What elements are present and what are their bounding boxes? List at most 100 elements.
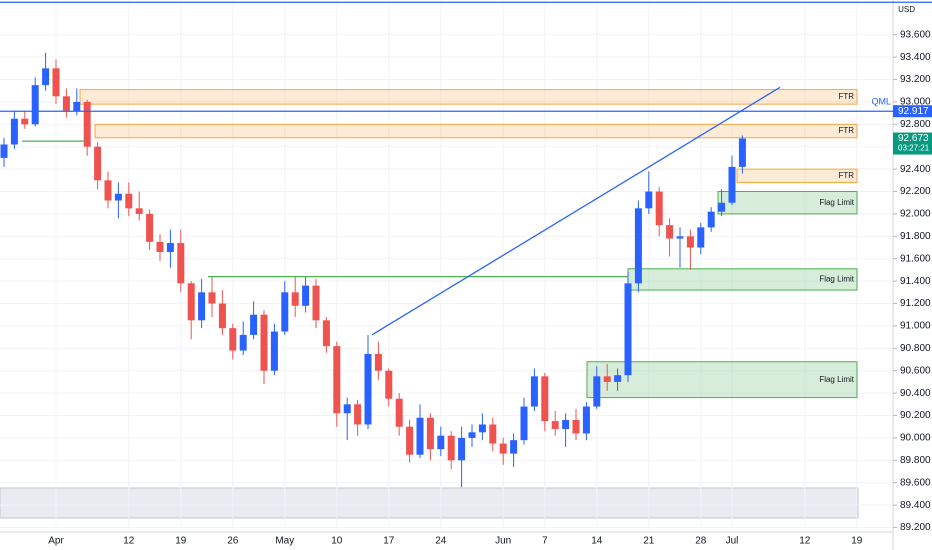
zone-label: Flag Limit xyxy=(819,375,854,384)
y-tick-label: 93.600 xyxy=(900,29,931,40)
candle-body xyxy=(385,370,393,399)
candle-body xyxy=(603,376,611,382)
candle-body xyxy=(614,375,622,382)
candle-body xyxy=(624,283,632,376)
zone xyxy=(94,123,858,139)
candle-body xyxy=(239,334,247,351)
x-tick-label: May xyxy=(275,536,294,547)
candle-body xyxy=(94,146,102,181)
x-tick-label: 19 xyxy=(175,536,187,547)
candle-body xyxy=(146,213,154,242)
last-price-tag xyxy=(893,132,932,155)
zone-label: Flag Limit xyxy=(819,275,854,284)
candle-body xyxy=(489,424,497,444)
shaded-region xyxy=(0,487,859,519)
candle-body xyxy=(374,353,382,371)
candle-body xyxy=(468,432,476,438)
y-tick-label: 91.400 xyxy=(900,276,931,287)
candle-body xyxy=(728,166,736,203)
y-tick-label: 90.000 xyxy=(900,433,931,444)
candle-body xyxy=(520,406,528,441)
candle-body xyxy=(187,283,195,321)
currency-label: USD xyxy=(898,5,915,14)
candle-body xyxy=(666,225,674,239)
y-tick-label: 90.400 xyxy=(900,388,931,399)
candle-body xyxy=(530,376,538,407)
drawings: QML xyxy=(0,1,932,336)
zone-label: FTR xyxy=(838,171,854,180)
zone-label: Flag Limit xyxy=(819,198,854,207)
candle-body xyxy=(416,417,424,455)
candle-body xyxy=(281,292,289,332)
y-tick-label: 93.400 xyxy=(900,52,931,63)
y-tick-label: 90.200 xyxy=(900,410,931,421)
x-tick-label: Jul xyxy=(726,536,739,547)
zone-label: FTR xyxy=(838,126,854,135)
x-tick-label: 10 xyxy=(331,536,343,547)
y-tick-label: 89.400 xyxy=(900,500,931,511)
candle-body xyxy=(593,376,601,407)
candle-body xyxy=(250,314,258,335)
candle-body xyxy=(166,243,174,252)
candle-body xyxy=(73,101,81,111)
candle-body xyxy=(302,285,310,306)
zone xyxy=(717,191,858,215)
candle-body xyxy=(21,118,29,125)
x-tick-label: 12 xyxy=(799,536,811,547)
y-tick-label: 92.400 xyxy=(900,164,931,175)
candle-body xyxy=(322,320,330,347)
x-tick-label: 14 xyxy=(591,536,603,547)
x-tick-label: Apr xyxy=(48,536,64,547)
zone xyxy=(586,361,858,399)
y-tick-label: 89.200 xyxy=(900,522,931,533)
candle-body xyxy=(697,227,705,248)
candle-body xyxy=(114,193,122,201)
x-tick-label: 7 xyxy=(542,536,548,547)
y-tick-label: 90.600 xyxy=(900,365,931,376)
trend-line xyxy=(371,86,781,336)
candles xyxy=(0,52,746,488)
candle-body xyxy=(395,398,403,427)
zone xyxy=(79,89,858,105)
candle-body xyxy=(707,211,715,228)
zone xyxy=(736,168,858,184)
candle-body xyxy=(426,417,434,450)
candle-body xyxy=(655,191,663,226)
candle-body xyxy=(104,180,112,201)
candle-body xyxy=(270,331,278,371)
candle-body xyxy=(312,285,320,321)
candle-body xyxy=(83,101,91,147)
candle-body xyxy=(551,421,559,429)
x-tick-label: 21 xyxy=(643,536,655,547)
candle-body xyxy=(458,437,466,461)
y-tick-label: 91.200 xyxy=(900,298,931,309)
x-tick-label: 26 xyxy=(227,536,239,547)
candle-body xyxy=(0,144,8,158)
y-tick-label: 92.200 xyxy=(900,186,931,197)
last-price-label: 92.673 xyxy=(898,133,929,144)
candle-body xyxy=(447,435,455,461)
price-tag-label: 92.917 xyxy=(898,106,929,117)
x-tick-label: 24 xyxy=(435,536,447,547)
y-tick-label: 93.000 xyxy=(900,97,931,108)
candle-body xyxy=(686,236,694,248)
y-tick-label: 92.800 xyxy=(900,119,931,130)
candle-body xyxy=(582,406,590,434)
candle-body xyxy=(541,376,549,422)
x-tick-label: 17 xyxy=(383,536,395,547)
x-tick-label: 28 xyxy=(695,536,707,547)
candle-body xyxy=(634,208,642,284)
candle-body xyxy=(676,236,684,239)
candle-body xyxy=(333,346,341,414)
candle-body xyxy=(52,68,60,97)
candle-body xyxy=(478,424,486,433)
candle-body xyxy=(510,440,518,454)
y-tick-label: 90.800 xyxy=(900,343,931,354)
candle-body xyxy=(437,435,445,450)
axes: 93.60093.40093.20093.00092.80092.60092.4… xyxy=(48,29,932,547)
y-tick-label: 89.600 xyxy=(900,477,931,488)
y-tick-label: 93.200 xyxy=(900,74,931,85)
y-tick-label: 91.600 xyxy=(900,253,931,264)
candle-body xyxy=(291,292,299,306)
x-tick-label: 12 xyxy=(123,536,135,547)
